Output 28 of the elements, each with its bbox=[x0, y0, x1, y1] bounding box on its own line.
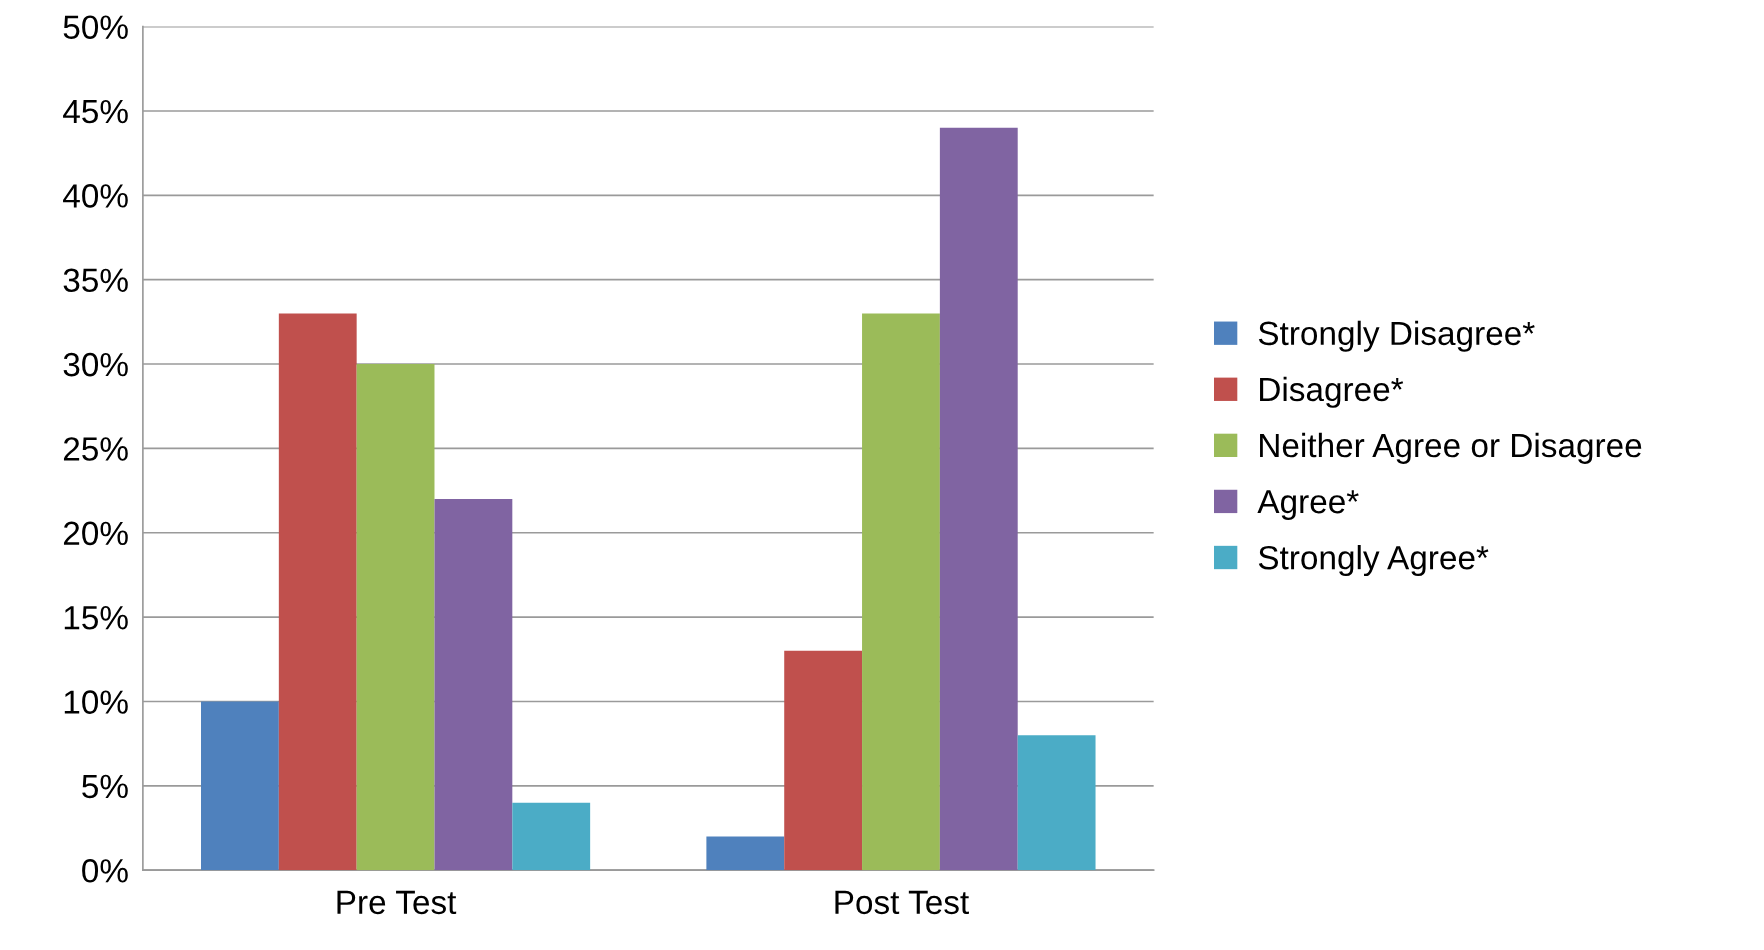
bar bbox=[356, 364, 435, 871]
y-tick-label: 5% bbox=[82, 774, 128, 799]
legend-label: Agree* bbox=[1257, 490, 1359, 521]
y-tick-label: 20% bbox=[63, 521, 128, 546]
y-tick-label: 10% bbox=[64, 690, 128, 714]
bar bbox=[434, 499, 513, 871]
x-tick-label: Post Test bbox=[835, 890, 969, 915]
legend-label: Disagree* bbox=[1260, 376, 1404, 408]
legend-label: Strongly Agree* bbox=[1258, 545, 1489, 577]
bar bbox=[1017, 735, 1096, 871]
bar bbox=[201, 701, 279, 871]
bar bbox=[784, 650, 863, 871]
y-tick-label: 35% bbox=[63, 268, 128, 293]
legend-label: Strongly Disagree* bbox=[1258, 320, 1535, 352]
y-tick-label: 40% bbox=[63, 184, 128, 208]
y-tick-label: 0% bbox=[82, 859, 128, 883]
bar bbox=[512, 802, 591, 871]
bar bbox=[706, 836, 785, 871]
bar bbox=[278, 313, 357, 871]
x-tick-label: Pre Test bbox=[337, 890, 457, 915]
y-tick-label: 50% bbox=[63, 15, 128, 40]
bar bbox=[862, 313, 940, 871]
legend-label: Neither Agree or Disagree bbox=[1260, 432, 1642, 464]
y-tick-label: 15% bbox=[64, 606, 128, 630]
y-tick-label: 25% bbox=[63, 437, 128, 461]
y-tick-label: 45% bbox=[63, 99, 128, 124]
bar bbox=[939, 127, 1018, 871]
y-tick-label: 30% bbox=[63, 352, 128, 377]
